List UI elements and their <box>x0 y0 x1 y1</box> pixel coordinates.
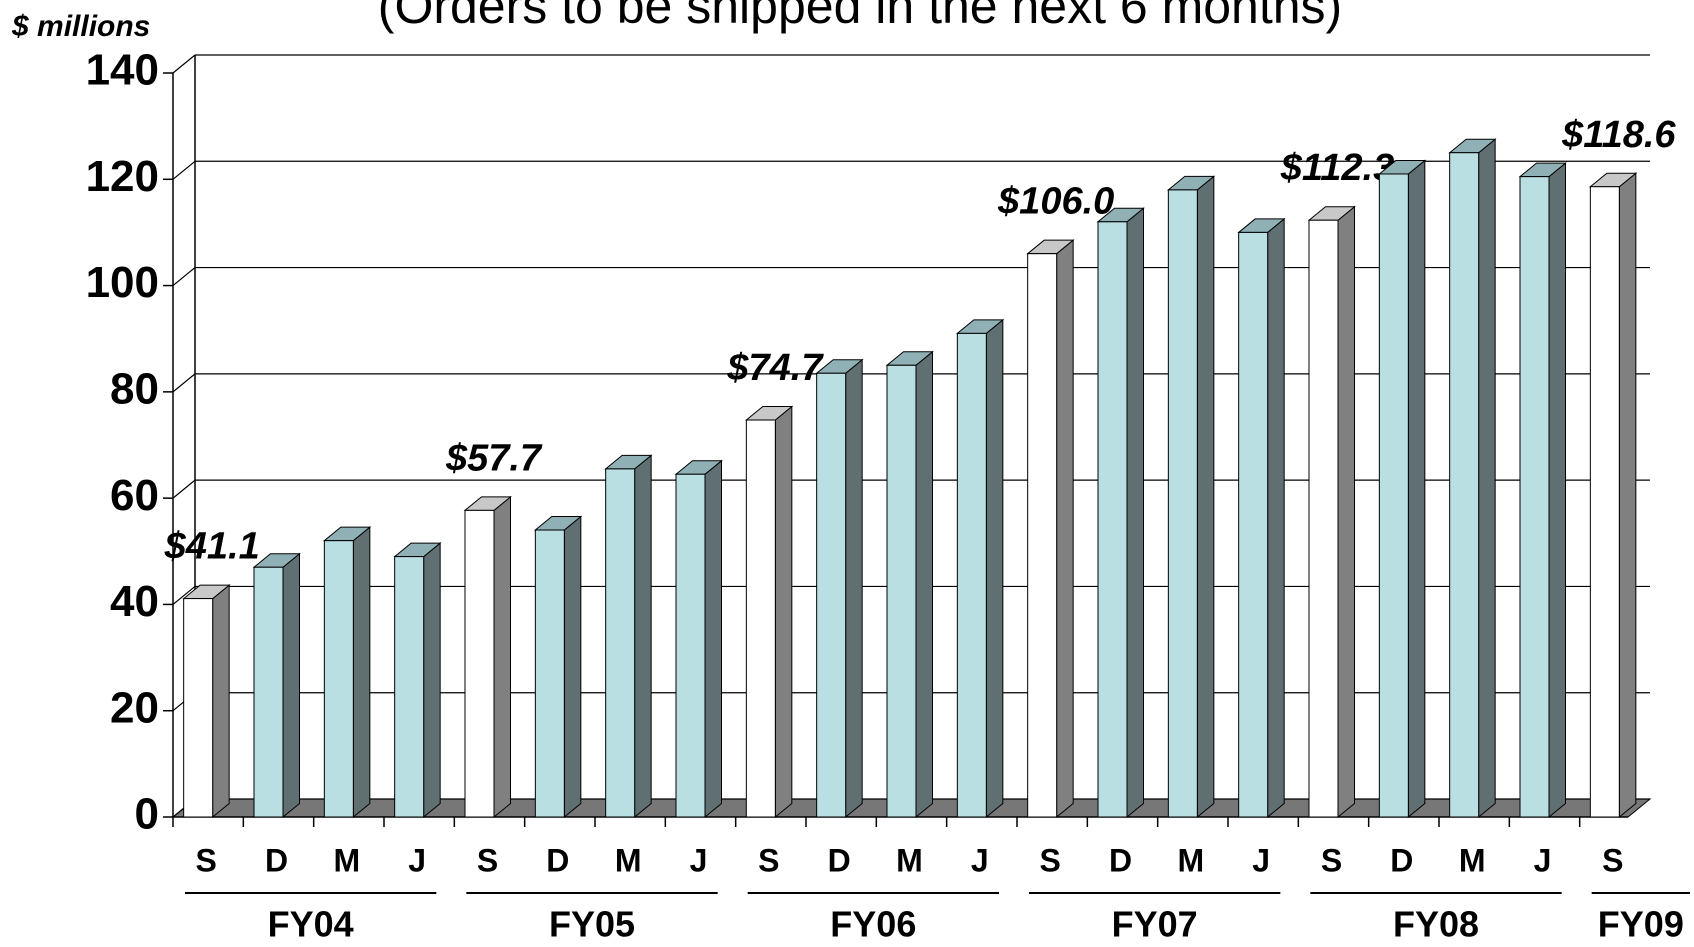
group-label: FY07 <box>1112 904 1198 945</box>
bar-side <box>1548 162 1566 819</box>
grid-line-side <box>172 585 196 605</box>
bar-side <box>915 350 933 819</box>
bar-side <box>1337 205 1355 819</box>
bar <box>1097 221 1128 818</box>
bar-side <box>563 515 582 819</box>
grid-line-side <box>172 267 196 287</box>
x-tick-label: S <box>758 842 779 878</box>
value-label: $106.0 <box>997 181 1114 223</box>
chart-subtitle: (Orders to be shipped in the next 6 mont… <box>378 0 1342 34</box>
x-tick-label: M <box>896 842 923 878</box>
bar <box>464 509 495 818</box>
y-tick-label: 140 <box>86 46 159 95</box>
y-tick-label: 100 <box>86 258 159 307</box>
bar <box>675 473 706 818</box>
grid-line-side <box>172 54 196 74</box>
bar <box>1308 219 1339 818</box>
bar-side <box>493 495 511 819</box>
y-tick-label: 40 <box>110 577 159 626</box>
x-tick-label: S <box>477 842 498 878</box>
bar <box>183 598 214 818</box>
bar-side <box>212 584 230 819</box>
x-tick-label: M <box>1178 842 1205 878</box>
bar-side <box>845 358 863 819</box>
group-label: FY08 <box>1393 904 1479 945</box>
bar <box>605 468 636 818</box>
group-label: FY05 <box>549 904 635 945</box>
bar-side <box>1267 217 1285 819</box>
group-label: FY04 <box>268 904 354 945</box>
bar-side <box>1407 159 1426 819</box>
x-tick-label: J <box>1534 842 1552 878</box>
bar-side <box>634 454 652 819</box>
x-tick-label: J <box>690 842 708 878</box>
bar <box>1378 173 1409 818</box>
bar-side <box>1196 175 1215 819</box>
bar <box>1238 231 1269 818</box>
x-tick-label: D <box>546 842 569 878</box>
bar-side <box>1618 172 1637 819</box>
x-tick-label: S <box>1321 842 1342 878</box>
value-label: $118.6 <box>1561 114 1676 156</box>
value-label: $41.1 <box>164 526 260 568</box>
grid-line-side <box>172 373 196 393</box>
bar <box>886 364 917 818</box>
bar <box>394 556 425 818</box>
x-tick-label: D <box>1390 842 1413 878</box>
bar <box>956 332 987 818</box>
x-tick-label: S <box>1039 842 1060 878</box>
grid-line-side <box>172 160 196 180</box>
bar <box>1167 189 1198 818</box>
x-tick-label: D <box>828 842 851 878</box>
x-tick-label: M <box>615 842 642 878</box>
bar <box>816 372 847 818</box>
grid-line-side <box>172 479 196 499</box>
bar <box>323 540 354 818</box>
x-tick-label: M <box>334 842 361 878</box>
x-tick-label: D <box>1109 842 1132 878</box>
y-axis-label: $ millions <box>11 10 150 43</box>
x-tick-label: D <box>265 842 288 878</box>
bar-side <box>423 542 441 819</box>
bar <box>1449 152 1480 818</box>
x-tick-label: S <box>1602 842 1623 878</box>
bar <box>1027 253 1058 818</box>
value-label: $74.7 <box>726 347 824 389</box>
bar <box>1519 176 1550 818</box>
x-tick-label: J <box>408 842 426 878</box>
bar-side <box>1126 207 1144 819</box>
bar-side <box>774 405 793 819</box>
bar <box>534 529 565 818</box>
x-tick-label: J <box>971 842 989 878</box>
bar-side <box>352 526 371 819</box>
value-label: $112.3 <box>1280 147 1394 189</box>
bar-side <box>282 552 300 819</box>
y-tick-label: 0 <box>135 790 159 839</box>
bar <box>253 566 284 818</box>
bar-side <box>704 459 722 819</box>
y-tick-label: 20 <box>110 683 159 732</box>
x-tick-label: J <box>1252 842 1270 878</box>
x-tick-label: M <box>1459 842 1486 878</box>
bar-side <box>985 318 1004 819</box>
bar-side <box>1478 138 1496 819</box>
bar-side <box>1056 239 1074 819</box>
value-label: $57.7 <box>445 437 543 479</box>
x-tick-label: S <box>195 842 216 878</box>
y-tick-label: 80 <box>110 364 159 413</box>
y-tick-label: 120 <box>86 152 159 201</box>
y-tick-label: 60 <box>110 471 159 520</box>
bar <box>745 419 776 818</box>
group-label: FY09 <box>1598 904 1684 945</box>
bar <box>1589 186 1620 818</box>
group-label: FY06 <box>830 904 916 945</box>
